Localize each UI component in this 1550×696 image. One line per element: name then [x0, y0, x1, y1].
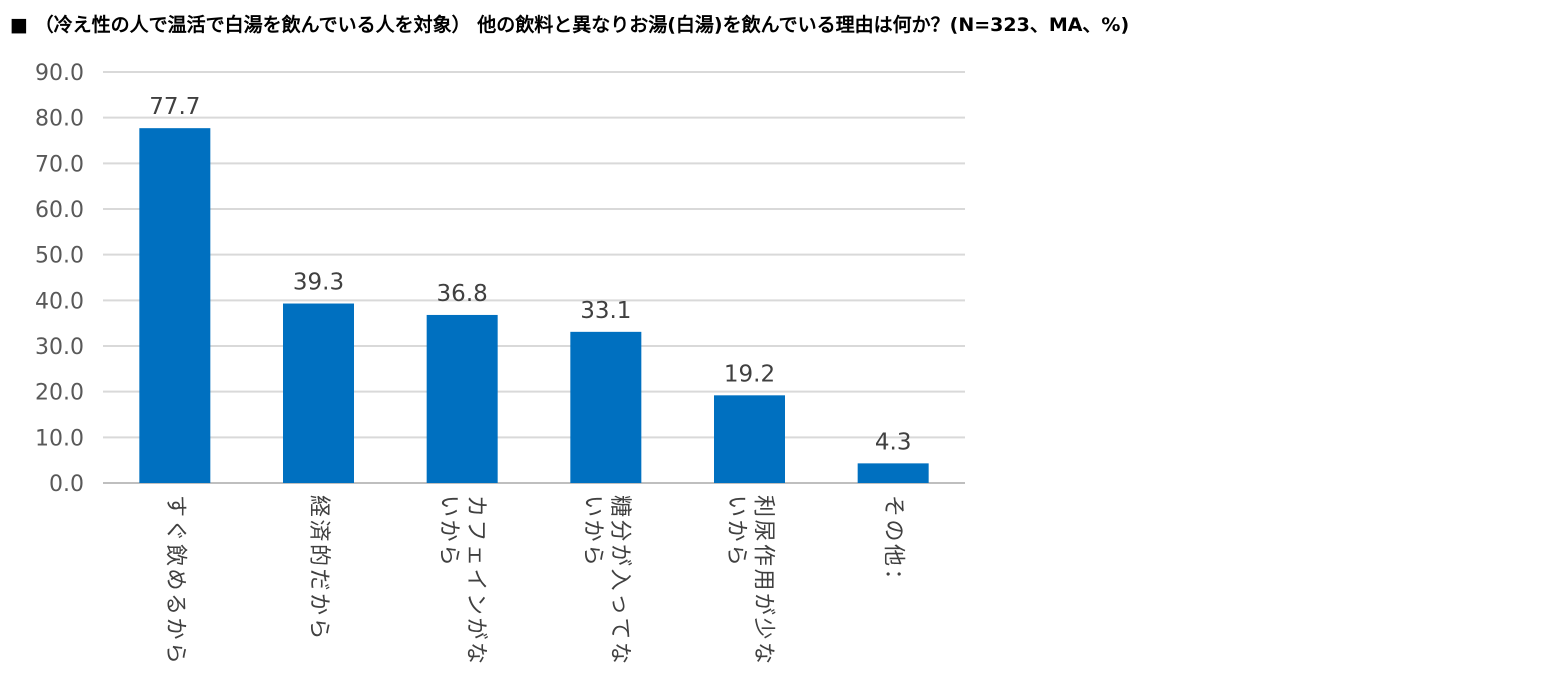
x-category-char: か [306, 593, 331, 615]
x-category-char: 尿 [751, 519, 776, 541]
bar [139, 128, 211, 484]
x-category-char: 飲 [162, 544, 187, 566]
x-category-char: 分 [607, 519, 632, 541]
y-tick-label: 20.0 [35, 381, 84, 406]
data-label: 19.2 [724, 361, 775, 387]
x-category-char: の [881, 519, 906, 541]
x-category-char: ： [881, 568, 906, 590]
chart-title: ■ （冷え性の人で温活で白湯を飲んでいる人を対象） 他の飲料と異なりお湯(白湯)… [10, 14, 1130, 36]
y-tick-label: 90.0 [35, 61, 84, 86]
x-category-char: ら [306, 617, 331, 639]
x-category-char: ン [463, 593, 488, 615]
x-category-label: いから [580, 495, 605, 566]
x-category-char: だ [306, 568, 331, 590]
x-category-char: 他 [881, 544, 906, 566]
bar [426, 314, 498, 483]
x-category-char: 経 [306, 495, 331, 517]
x-category-char: な [607, 642, 632, 664]
x-category-char: め [162, 568, 187, 590]
x-category-char: 少 [751, 617, 776, 639]
data-label: 77.7 [149, 94, 200, 120]
y-tick-label: 10.0 [35, 426, 84, 451]
bar [283, 303, 354, 483]
bar [714, 395, 785, 483]
x-category-label: いから [436, 495, 461, 566]
x-category-char: ら [580, 544, 605, 566]
x-category-char: 済 [306, 519, 331, 541]
data-label: 36.8 [437, 281, 488, 307]
y-axis-tick-labels: 0.0 10.0 20.0 30.0 40.0 50.0 60.0 70.0 80.0 90.0 [35, 61, 84, 497]
x-category-char: か [580, 519, 605, 541]
x-category-char: 用 [751, 568, 776, 590]
x-category-char: る [162, 593, 187, 615]
x-category-char: 糖 [607, 495, 632, 517]
data-label: 4.3 [875, 429, 912, 455]
x-category-char: そ [881, 495, 906, 517]
x-category-char: が [751, 593, 776, 615]
x-category-char: っ [607, 593, 632, 615]
bar [570, 331, 642, 483]
x-category-char: ら [724, 544, 749, 566]
x-category-char: い [580, 495, 605, 517]
y-tick-label: 30.0 [35, 335, 84, 360]
y-tick-label: 80.0 [35, 107, 84, 132]
x-category-char: 利 [751, 495, 776, 517]
x-category-char: 入 [607, 568, 632, 590]
x-category-char: イ [463, 568, 488, 590]
x-category-char: フ [463, 519, 488, 541]
x-category-char: す [162, 495, 187, 517]
x-category-char: ら [162, 642, 187, 664]
y-tick-label: 0.0 [49, 472, 84, 497]
x-category-char: ら [436, 544, 461, 566]
y-tick-label: 60.0 [35, 198, 84, 223]
x-category-char: 作 [751, 544, 776, 566]
x-category-char: が [607, 544, 632, 566]
data-labels: 77.7 39.3 36.8 33.1 19.2 4.3 [149, 94, 911, 455]
x-category-label: その他： [881, 495, 906, 591]
data-label: 39.3 [293, 270, 344, 296]
x-category-char: ェ [463, 544, 488, 566]
x-axis-category-labels: すぐ飲めるから経済的だからカフェインがないから糖分が入ってないから利尿作用が少な… [162, 495, 905, 664]
gridlines [103, 71, 965, 484]
x-category-char: が [463, 617, 488, 639]
bars [139, 128, 929, 484]
x-category-char: な [751, 642, 776, 664]
x-category-char: な [463, 642, 488, 664]
x-category-char: ぐ [162, 519, 187, 541]
bar [857, 463, 929, 483]
x-category-char: か [162, 617, 187, 639]
x-category-char: て [607, 617, 632, 639]
x-category-char: か [436, 519, 461, 541]
y-tick-label: 40.0 [35, 289, 84, 314]
data-label: 33.1 [580, 298, 631, 324]
x-category-char: か [724, 519, 749, 541]
x-category-char: い [436, 495, 461, 517]
y-tick-label: 70.0 [35, 152, 84, 177]
y-tick-label: 50.0 [35, 244, 84, 269]
x-category-char: い [724, 495, 749, 517]
x-category-char: カ [463, 495, 488, 517]
x-category-char: 的 [306, 544, 331, 566]
x-category-label: いから [724, 495, 749, 566]
